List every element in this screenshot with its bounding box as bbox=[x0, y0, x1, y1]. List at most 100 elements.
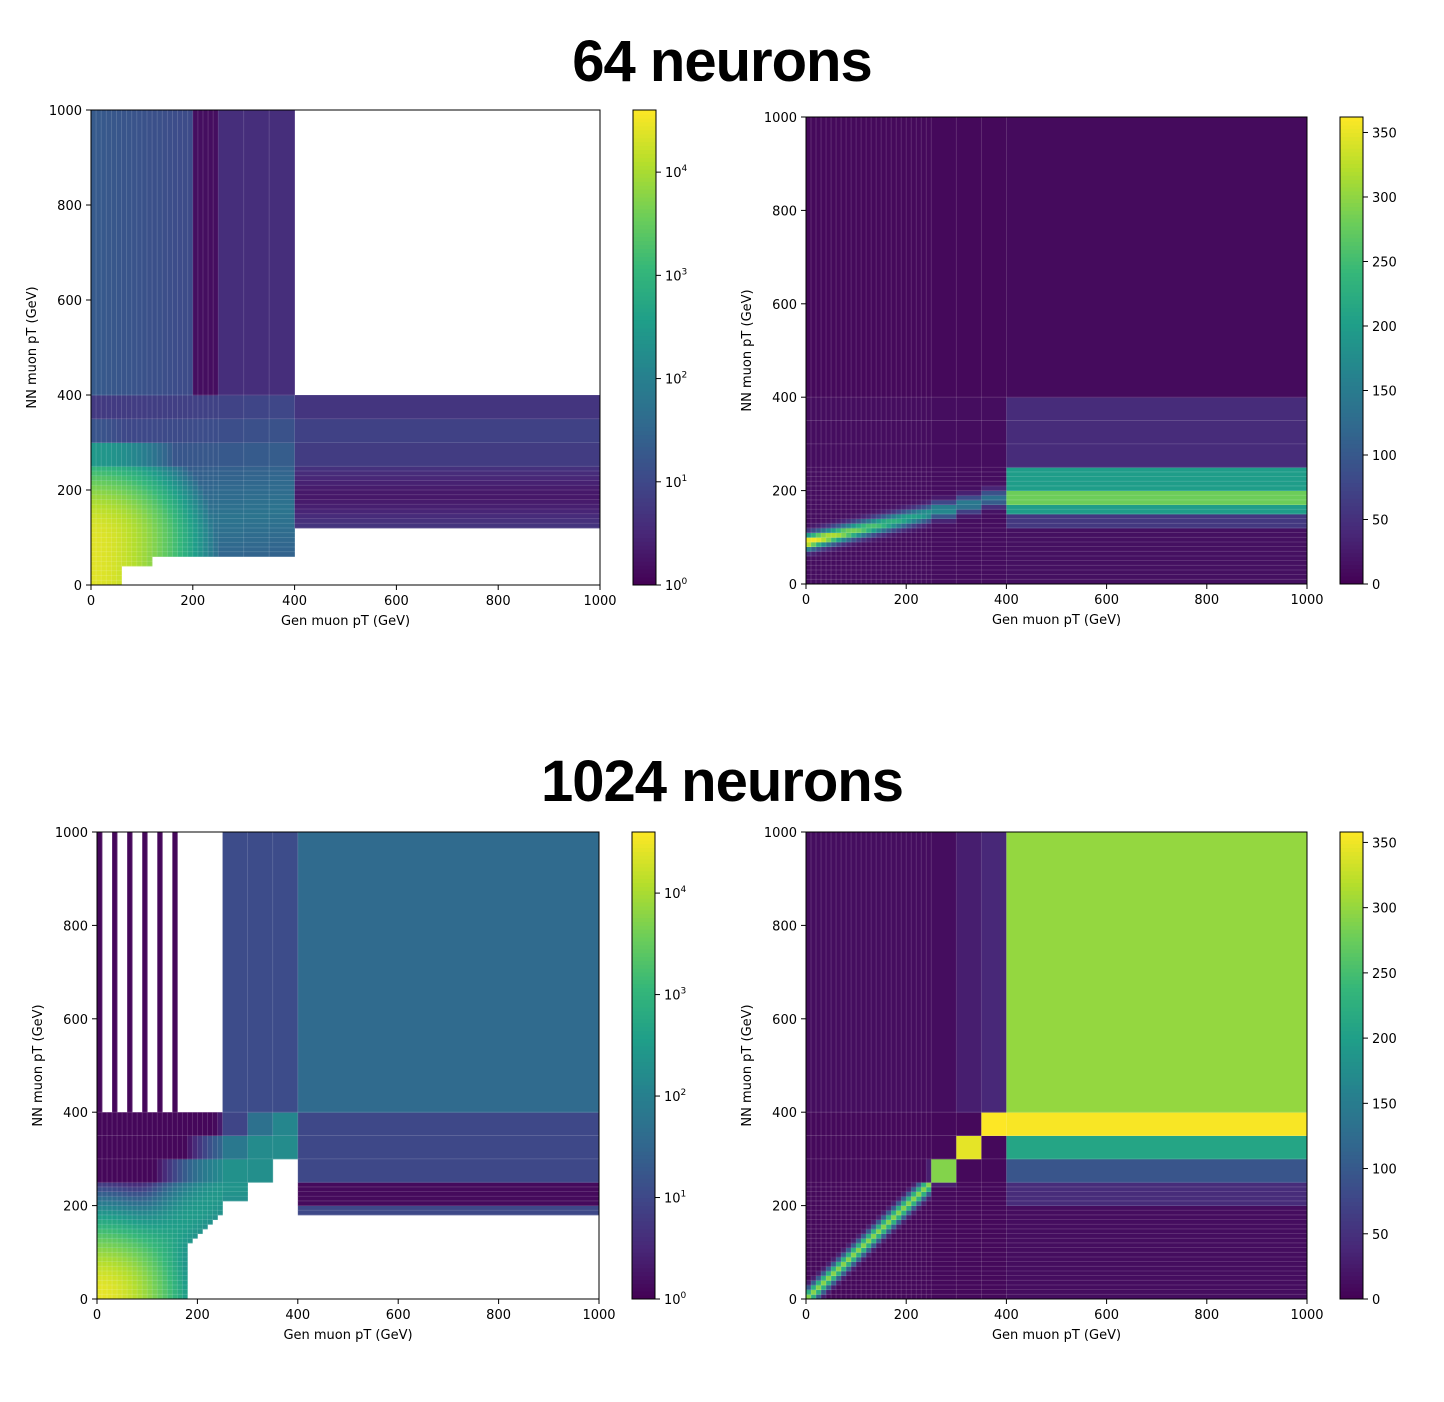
heatmap-cell bbox=[162, 471, 168, 477]
heatmap-cell bbox=[816, 1219, 822, 1225]
heatmap-cell bbox=[162, 528, 168, 534]
heatmap-cell bbox=[886, 532, 892, 538]
colorbar-step bbox=[1340, 459, 1363, 464]
heatmap-cell bbox=[916, 1219, 922, 1225]
x-axis-label: Gen muon pT (GeV) bbox=[281, 614, 410, 629]
heatmap-cell bbox=[851, 1256, 857, 1263]
heatmap-cell bbox=[836, 574, 842, 580]
colorbar-step bbox=[632, 975, 655, 981]
heatmap-cell bbox=[846, 420, 852, 445]
heatmap-cell bbox=[841, 541, 847, 548]
heatmap-cell bbox=[106, 532, 112, 538]
heatmap-cell bbox=[111, 509, 117, 515]
colorbar-step bbox=[632, 960, 655, 965]
heatmap-cell bbox=[921, 1200, 927, 1206]
colorbar-step bbox=[1340, 1042, 1363, 1047]
heatmap-cell bbox=[121, 475, 128, 481]
heatmap-cell bbox=[886, 1242, 892, 1249]
heatmap-cell bbox=[926, 541, 932, 548]
heatmap-cell bbox=[861, 481, 867, 487]
heatmap-cell bbox=[981, 481, 1007, 487]
heatmap-cell bbox=[906, 504, 912, 510]
heatmap-cell bbox=[132, 1284, 138, 1291]
y-tick-label: 400 bbox=[57, 389, 82, 404]
heatmap-cell bbox=[1006, 1224, 1308, 1230]
heatmap-cell bbox=[182, 1228, 188, 1235]
heatmap-cell bbox=[811, 1200, 817, 1206]
heatmap-cell bbox=[294, 499, 601, 505]
heatmap-cell bbox=[981, 1224, 1007, 1230]
heatmap-cell bbox=[901, 518, 907, 524]
heatmap-cell bbox=[811, 481, 817, 487]
heatmap-cell bbox=[167, 1261, 173, 1267]
heatmap-cell bbox=[131, 556, 138, 562]
heatmap-cell bbox=[269, 494, 295, 500]
colorbar-step bbox=[632, 913, 655, 919]
heatmap-cell bbox=[126, 110, 133, 396]
heatmap-cell bbox=[866, 443, 872, 468]
colorbar-step bbox=[632, 1030, 655, 1035]
colorbar-step bbox=[632, 925, 655, 930]
heatmap-cell bbox=[956, 1112, 982, 1136]
heatmap-cell bbox=[826, 1270, 832, 1277]
heatmap-cell bbox=[911, 485, 917, 491]
heatmap-cell bbox=[207, 1158, 213, 1183]
heatmap-cell bbox=[826, 1284, 832, 1291]
heatmap-cell bbox=[896, 1284, 902, 1291]
heatmap-cell bbox=[172, 1289, 178, 1295]
heatmap-cell bbox=[956, 1280, 982, 1286]
heatmap-cell bbox=[851, 1191, 857, 1197]
heatmap-cell bbox=[112, 1289, 118, 1295]
heatmap-cell bbox=[152, 504, 158, 510]
heatmap-cell bbox=[121, 547, 128, 553]
heatmap-cell bbox=[931, 1196, 957, 1202]
heatmap-cell bbox=[851, 1214, 857, 1221]
heatmap-cell bbox=[826, 532, 832, 538]
heatmap-cell bbox=[172, 1261, 178, 1267]
heatmap-cell bbox=[811, 1182, 817, 1188]
colorbar-step bbox=[1340, 354, 1363, 359]
heatmap-cell bbox=[152, 1284, 158, 1291]
heatmap-cell bbox=[821, 574, 827, 580]
heatmap-cell bbox=[106, 475, 112, 481]
heatmap-cell bbox=[851, 499, 857, 506]
heatmap-cell bbox=[172, 1205, 178, 1211]
heatmap-cell bbox=[846, 1205, 852, 1211]
heatmap-cell bbox=[821, 1219, 827, 1225]
heatmap-cell bbox=[981, 1238, 1007, 1244]
y-tick-label: 400 bbox=[772, 391, 797, 406]
heatmap-cell bbox=[137, 1228, 143, 1235]
heatmap-cell bbox=[861, 1214, 867, 1221]
heatmap-cell bbox=[926, 579, 932, 585]
heatmap-cell bbox=[881, 1242, 887, 1249]
heatmap-cell bbox=[866, 1242, 872, 1249]
heatmap-cell bbox=[906, 1196, 912, 1202]
heatmap-cell bbox=[147, 1294, 153, 1300]
heatmap-cell bbox=[152, 485, 158, 491]
heatmap-cell bbox=[107, 1275, 113, 1281]
heatmap-cell bbox=[122, 1191, 128, 1197]
heatmap-cell bbox=[162, 1275, 168, 1281]
heatmap-cell bbox=[112, 1261, 118, 1267]
heatmap-cell bbox=[866, 1261, 872, 1267]
heatmap-cell bbox=[182, 1112, 188, 1136]
heatmap-cell bbox=[821, 1266, 827, 1272]
colorbar-step bbox=[632, 1217, 655, 1222]
heatmap-cell bbox=[956, 555, 982, 562]
heatmap-cell bbox=[851, 443, 857, 468]
heatmap-cell bbox=[901, 832, 907, 1113]
heatmap-cell bbox=[202, 518, 209, 524]
colorbar-step bbox=[1340, 979, 1363, 985]
colorbar-step bbox=[633, 197, 656, 202]
heatmap-cell bbox=[157, 537, 163, 543]
heatmap-cell bbox=[826, 495, 832, 501]
heatmap-cell bbox=[931, 1247, 957, 1253]
colorbar-tick-label: 103 bbox=[665, 267, 687, 284]
heatmap-cell bbox=[197, 1214, 203, 1221]
colorbar-tick-label: 150 bbox=[1372, 1097, 1397, 1112]
heatmap-cell bbox=[121, 509, 128, 515]
heatmap-cell bbox=[297, 1200, 600, 1206]
heatmap-cell bbox=[294, 442, 601, 467]
heatmap-cell bbox=[896, 560, 902, 566]
heatmap-cell bbox=[112, 1252, 118, 1258]
